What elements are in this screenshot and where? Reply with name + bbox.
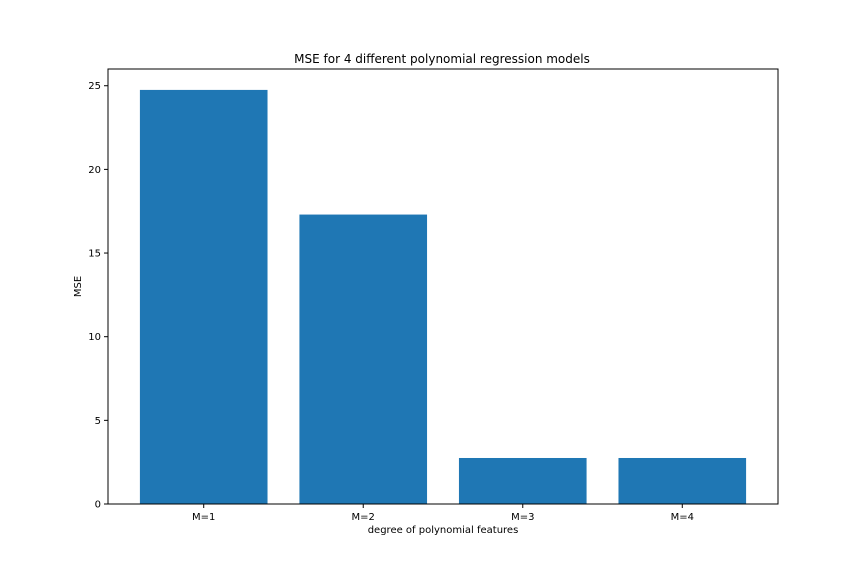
x-tick-label: M=4	[671, 512, 694, 523]
y-axis-label: MSE	[73, 276, 84, 297]
y-tick-label: 0	[95, 500, 101, 511]
bar-m-4	[618, 457, 747, 504]
x-axis-ticks: M=1 M=2 M=3 M=4	[192, 504, 694, 523]
bars-group	[139, 89, 747, 505]
y-tick-label: 15	[88, 249, 101, 260]
x-axis-label: degree of polynomial features	[368, 525, 519, 536]
x-tick-label: M=2	[352, 512, 375, 523]
y-tick-label: 20	[88, 165, 101, 176]
x-tick-label: M=3	[511, 512, 534, 523]
y-axis-ticks: 0 5 10 15 20 25	[88, 81, 108, 511]
plot-area-frame	[107, 68, 779, 505]
y-tick-label: 25	[88, 81, 101, 92]
bar-m-1	[139, 89, 268, 505]
bar-m-3	[458, 457, 587, 504]
y-tick-label: 5	[95, 416, 101, 427]
y-tick-label: 10	[88, 332, 101, 343]
chart-title: MSE for 4 different polynomial regressio…	[294, 52, 590, 66]
bar-m-2	[299, 214, 428, 505]
x-tick-label: M=1	[192, 512, 215, 523]
